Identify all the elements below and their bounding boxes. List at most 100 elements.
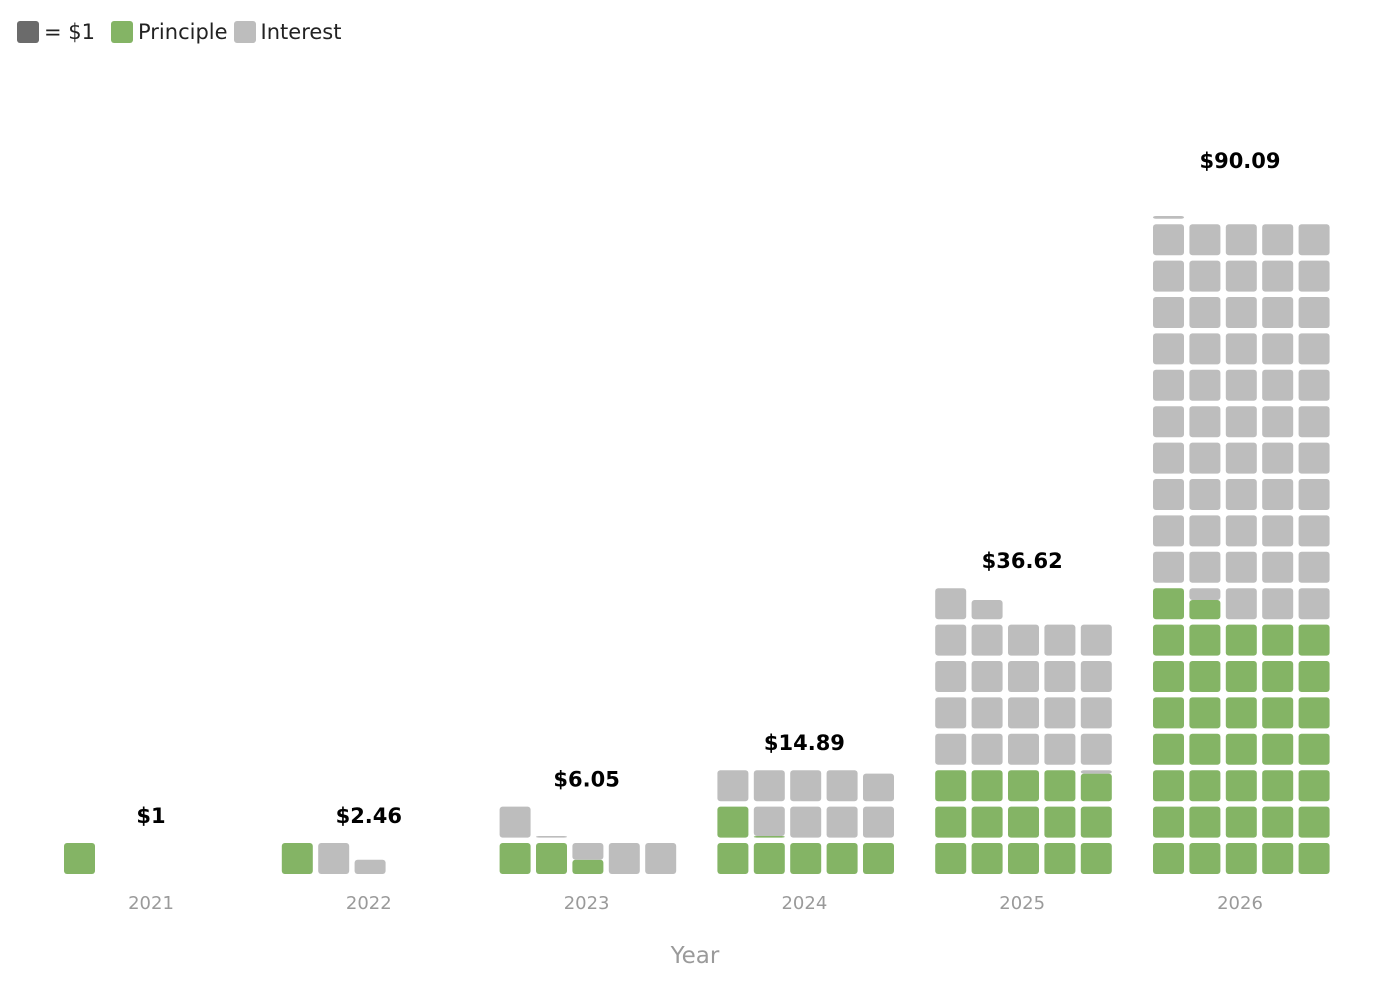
waffle-cell-interest-2026-84: [1298, 260, 1330, 292]
waffle-cell-interest-2026-90: [1153, 216, 1184, 219]
x-tick-label-2021: 2021: [128, 893, 174, 914]
waffle-cell-principle-2026-0: [1153, 843, 1184, 874]
waffle-cell-interest-2026-57: [1225, 442, 1257, 474]
waffle-cell-interest-2026-56: [1189, 442, 1221, 474]
waffle-cell-interest-2025-35: [935, 588, 967, 620]
waffle-cell-principle-2025-12: [1008, 770, 1039, 802]
waffle-cell-interest-2026-82: [1225, 260, 1257, 292]
total-label-2026: $90.09: [1199, 149, 1280, 173]
total-label-2022: $2.46: [336, 804, 402, 828]
waffle-cell-interest-2022-2: [354, 859, 386, 874]
waffle-cell-principle-2026-13: [1262, 770, 1294, 802]
waffle-cell-interest-2026-55: [1153, 442, 1184, 474]
waffle-cell-principle-2026-32: [1225, 624, 1257, 656]
waffle-cell-interest-2025-26: [971, 661, 1003, 692]
waffle-cell-interest-2023-4: [645, 843, 677, 874]
waffle-cell-interest-2023-6: [536, 836, 567, 838]
waffle-cell-interest-2026-40: [1153, 551, 1184, 583]
waffle-cell-interest-2026-77: [1225, 297, 1257, 328]
waffle-cell-interest-2026-36: [1189, 588, 1221, 600]
waffle-cell-interest-2024-13: [826, 770, 858, 802]
waffle-cell-interest-2026-74: [1298, 333, 1330, 365]
waffle-cell-interest-2026-48: [1262, 515, 1294, 547]
waffle-cell-interest-2026-59: [1298, 442, 1330, 474]
x-tick-label-2022: 2022: [346, 893, 392, 914]
waffle-cell-interest-2023-5: [499, 806, 531, 838]
waffle-cell-principle-2025-14: [1080, 773, 1112, 802]
total-label-2024: $14.89: [764, 731, 845, 755]
waffle-cell-principle-2025-8: [1044, 806, 1076, 838]
waffle-cell-interest-2026-61: [1189, 406, 1221, 438]
legend-swatch-unit: [17, 21, 39, 43]
waffle-cell-interest-2025-22: [1008, 697, 1039, 729]
waffle-cell-principle-2025-13: [1044, 770, 1076, 802]
waffle-cell-principle-2026-2: [1225, 843, 1257, 874]
waffle-cell-interest-2026-88: [1262, 224, 1294, 256]
waffle-cell-principle-2026-17: [1225, 733, 1257, 765]
waffle-cell-principle-2026-22: [1225, 697, 1257, 729]
waffle-cell-principle-2025-5: [935, 806, 967, 838]
total-label-2023: $6.05: [553, 768, 619, 792]
waffle-cell-interest-2026-43: [1262, 551, 1294, 583]
waffle-cell-principle-2026-8: [1262, 806, 1294, 838]
waffle-cell-principle-2025-4: [1080, 843, 1112, 874]
waffle-cell-principle-2026-26: [1189, 661, 1221, 692]
waffle-cell-interest-2026-70: [1153, 333, 1184, 365]
waffle-cell-interest-2026-73: [1262, 333, 1294, 365]
waffle-cell-principle-2026-6: [1189, 806, 1221, 838]
legend-item-principle: Principle: [111, 20, 228, 44]
waffle-cell-interest-2026-58: [1262, 442, 1294, 474]
x-tick-label-2026: 2026: [1217, 893, 1263, 914]
waffle-cell-principle-2026-35: [1153, 588, 1184, 620]
waffle-cell-interest-2026-67: [1225, 369, 1257, 401]
waffle-cell-interest-2026-65: [1153, 369, 1184, 401]
waffle-cell-interest-2025-24: [1080, 697, 1112, 729]
waffle-cell-principle-2024-0: [717, 843, 749, 874]
waffle-cell-interest-2025-21: [971, 697, 1003, 729]
waffle-cell-interest-2026-42: [1225, 551, 1257, 583]
waffle-cell-interest-2024-10: [717, 770, 749, 802]
waffle-cell-principle-2024-1: [753, 843, 785, 874]
waffle-cell-interest-2026-37: [1225, 588, 1257, 620]
waffle-cell-interest-2025-15: [935, 733, 967, 765]
x-axis-title: Year: [670, 943, 720, 969]
waffle-cell-interest-2026-83: [1262, 260, 1294, 292]
waffle-cell-interest-2026-75: [1153, 297, 1184, 328]
waffle-cell-principle-2025-2: [1008, 843, 1039, 874]
waffle-cell-interest-2026-76: [1189, 297, 1221, 328]
total-label-2025: $36.62: [982, 549, 1063, 573]
waffle-cell-interest-2025-36: [971, 599, 1003, 620]
waffle-cell-principle-2022-0: [281, 843, 313, 874]
waffle-cell-interest-2025-19: [1080, 733, 1112, 765]
waffle-cell-interest-2025-18: [1044, 733, 1076, 765]
waffle-cell-principle-2026-4: [1298, 843, 1330, 874]
waffle-cell-principle-2025-0: [935, 843, 967, 874]
waffle-cell-interest-2026-81: [1189, 260, 1221, 292]
waffle-cell-principle-2025-9: [1080, 806, 1112, 838]
waffle-cell-interest-2026-68: [1262, 369, 1294, 401]
waffle-cell-interest-2026-86: [1189, 224, 1221, 256]
waffle-cell-interest-2025-28: [1044, 661, 1076, 692]
waffle-cell-interest-2026-89: [1298, 224, 1330, 256]
waffle-cell-principle-2025-3: [1044, 843, 1076, 874]
waffle-cell-principle-2026-30: [1153, 624, 1184, 656]
waffle-cell-interest-2024-9: [863, 806, 894, 838]
waffle-cell-interest-2025-30: [935, 624, 967, 656]
x-tick-label-2025: 2025: [999, 893, 1045, 914]
waffle-cell-interest-2025-20: [935, 697, 967, 729]
waffle-cell-principle-2024-3: [826, 843, 858, 874]
legend-label-principle: Principle: [138, 20, 228, 44]
waffle-cell-interest-2026-38: [1262, 588, 1294, 620]
waffle-cell-interest-2026-52: [1225, 479, 1257, 510]
waffle-cell-interest-2026-50: [1153, 479, 1184, 510]
waffle-cell-interest-2025-27: [1008, 661, 1039, 692]
waffle-cell-principle-2025-10: [935, 770, 967, 802]
waffle-cell-principle-2026-19: [1298, 733, 1330, 765]
waffle-cell-interest-2024-6: [753, 806, 785, 837]
waffle-cell-principle-2026-21: [1189, 697, 1221, 729]
waffle-cell-interest-2025-31: [971, 624, 1003, 656]
waffle-cell-interest-2026-71: [1189, 333, 1221, 365]
waffle-cell-interest-2026-45: [1153, 515, 1184, 547]
waffle-cell-principle-2024-5: [717, 806, 749, 838]
waffle-cell-interest-2026-41: [1189, 551, 1221, 583]
